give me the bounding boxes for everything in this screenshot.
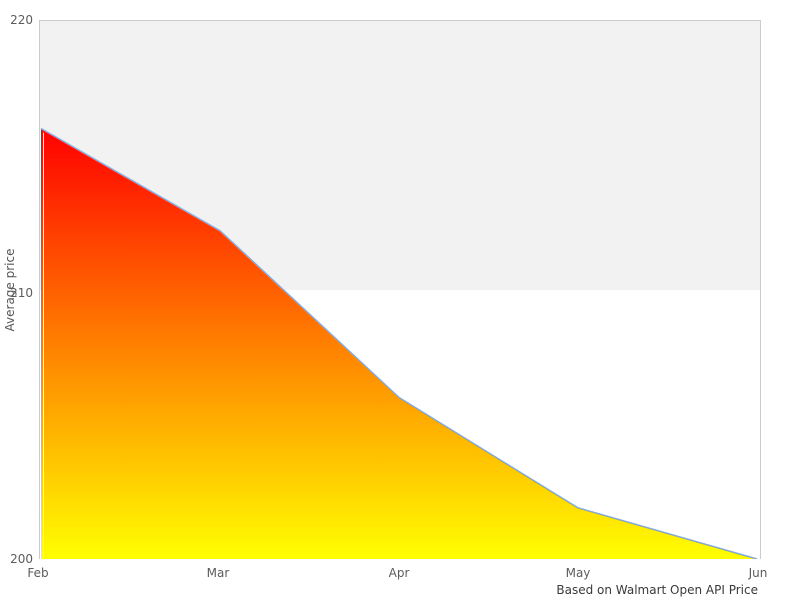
y-tick-label-210: 210 (10, 286, 33, 300)
x-tick-label-mar: Mar (206, 566, 230, 580)
y-tick-label-200: 200 (10, 552, 33, 566)
plot-area (39, 20, 761, 559)
x-tick-label-may: May (565, 566, 591, 580)
x-tick-label-apr: Apr (388, 566, 410, 580)
chart-caption: Based on Walmart Open API Price (556, 583, 758, 597)
x-tick-label-jun: Jun (748, 566, 768, 580)
x-tick-label-feb: Feb (27, 566, 49, 580)
y-tick-label-220: 220 (10, 13, 33, 27)
area-series-svg (40, 21, 760, 559)
